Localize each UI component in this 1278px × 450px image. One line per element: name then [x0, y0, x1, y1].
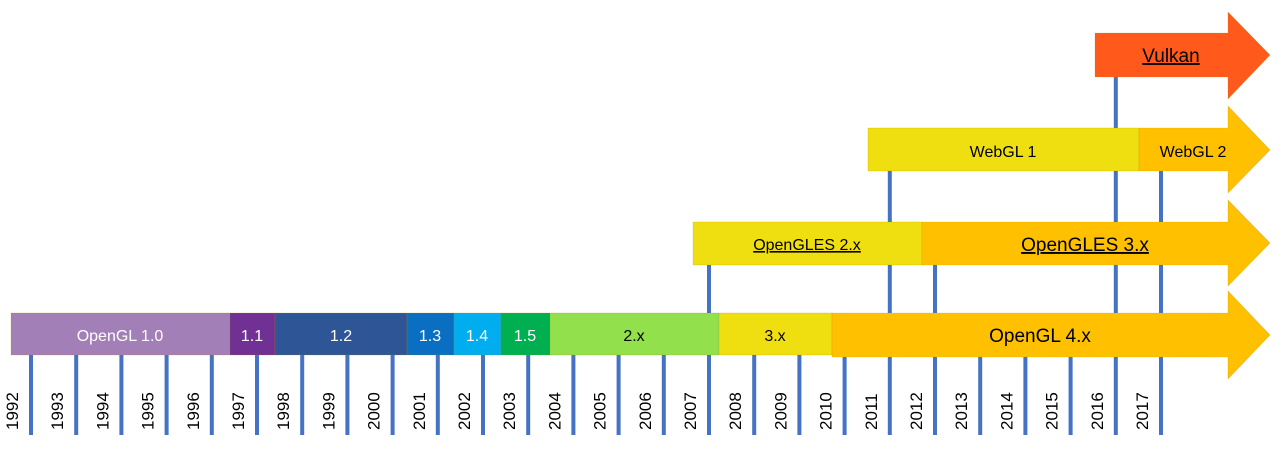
- year-label-2013: 2013: [952, 392, 971, 430]
- opengl-row: OpenGL 1.0 1.1 1.2 1.3 1.4 1.5 2.x 3.x O…: [10, 290, 1271, 380]
- year-tick-1994: [119, 355, 124, 435]
- year-tick-1996: [209, 355, 214, 435]
- year-tick-2015: [1068, 355, 1073, 435]
- year-label-2003: 2003: [500, 392, 519, 430]
- year-label-2005: 2005: [591, 392, 610, 430]
- year-label-1996: 1996: [184, 392, 203, 430]
- year-tick-1999: [345, 355, 350, 435]
- opengl-4-x-arrow: [831, 290, 1271, 380]
- year-label-2015: 2015: [1043, 392, 1062, 430]
- opengles-2-x-segment: [692, 221, 923, 266]
- year-tick-2007: [707, 355, 711, 435]
- opengl-1-3-label: 1.3: [419, 328, 441, 345]
- year-label-2017: 2017: [1133, 392, 1152, 430]
- year-ticks: 1992 1993 1994 1995 1996 1997 1998 1999 2000 2001…: [3, 77, 1163, 435]
- year-label-1995: 1995: [139, 392, 158, 430]
- year-tick-2010: [842, 355, 847, 435]
- vulkan-row: Vulkan: [1094, 11, 1271, 100]
- year-label-1993: 1993: [48, 392, 67, 430]
- year-tick-2000: [390, 355, 395, 435]
- opengl-1-1-segment: [229, 312, 276, 356]
- year-label-2004: 2004: [545, 392, 564, 430]
- opengl-4-x-label: OpenGL 4.x: [989, 326, 1091, 347]
- connector-2016: [1113, 77, 1118, 313]
- year-label-2014: 2014: [997, 392, 1016, 430]
- opengl-1-0-label: OpenGL 1.0: [77, 328, 164, 345]
- year-label-2007: 2007: [681, 392, 700, 430]
- year-tick-2016: [1113, 355, 1118, 435]
- year-tick-2002: [481, 355, 485, 435]
- year-label-2009: 2009: [771, 392, 790, 430]
- opengl-1-1-label: 1.1: [241, 328, 263, 345]
- year-tick-2014: [1023, 355, 1028, 435]
- year-label-2011: 2011: [862, 393, 881, 430]
- year-tick-2003: [526, 355, 531, 435]
- year-tick-2017: [1159, 355, 1163, 435]
- opengl-1-2-segment: [274, 312, 408, 356]
- opengl-1-4-label: 1.4: [466, 328, 488, 345]
- webgl-2-arrow: [1138, 105, 1271, 194]
- year-tick-2005: [616, 355, 621, 435]
- year-tick-1993: [74, 355, 79, 435]
- year-label-2000: 2000: [365, 392, 384, 430]
- year-tick-1998: [300, 355, 305, 435]
- connector-2012: [933, 265, 937, 313]
- opengl-3-x-label: 3.x: [764, 328, 785, 345]
- year-tick-2001: [435, 355, 440, 435]
- year-tick-2009: [797, 355, 802, 435]
- opengles-3-x-arrow: [921, 199, 1271, 287]
- opengles-row: OpenGLES 2.x OpenGLES 3.x: [692, 199, 1271, 287]
- opengl-2-x-segment: [549, 312, 720, 356]
- year-label-2012: 2012: [907, 392, 926, 430]
- vulkan-arrow: [1094, 11, 1271, 100]
- opengl-1-5-label: 1.5: [514, 328, 536, 345]
- opengles-2-x-label: OpenGLES 2.x: [753, 237, 861, 254]
- year-label-2001: 2001: [410, 392, 429, 430]
- webgl-1-segment: [867, 127, 1140, 172]
- opengl-1-0-segment: [10, 312, 231, 356]
- year-tick-2008: [752, 355, 757, 435]
- webgl-row: WebGL 1 WebGL 2: [867, 105, 1271, 194]
- opengles-3-x-label: OpenGLES 3.x: [1021, 235, 1149, 256]
- year-tick-2006: [661, 355, 666, 435]
- year-label-2010: 2010: [817, 392, 836, 430]
- opengl-1-2-label: 1.2: [330, 328, 352, 345]
- year-tick-1995: [164, 355, 169, 435]
- year-label-1997: 1997: [229, 392, 248, 430]
- opengl-1-5-segment: [500, 312, 551, 356]
- year-tick-2012: [933, 355, 937, 435]
- webgl-2-label: WebGL 2: [1160, 144, 1227, 161]
- year-tick-1997: [255, 355, 259, 435]
- year-label-2016: 2016: [1088, 392, 1107, 430]
- year-label-1992: 1992: [3, 392, 22, 430]
- year-tick-2004: [571, 355, 576, 435]
- year-label-2008: 2008: [726, 392, 745, 430]
- year-label-2002: 2002: [455, 392, 474, 430]
- year-label-1994: 1994: [93, 392, 112, 430]
- year-tick-2013: [978, 355, 983, 435]
- year-tick-1992: [29, 355, 33, 435]
- webgl-1-label: WebGL 1: [970, 144, 1037, 161]
- vulkan-label: Vulkan: [1142, 46, 1199, 67]
- year-label-1999: 1999: [319, 392, 338, 430]
- opengl-2-x-label: 2.x: [623, 328, 644, 345]
- year-label-2006: 2006: [636, 392, 655, 430]
- year-tick-2011: [887, 355, 892, 435]
- year-label-1998: 1998: [274, 392, 293, 430]
- connector-2007: [707, 265, 711, 313]
